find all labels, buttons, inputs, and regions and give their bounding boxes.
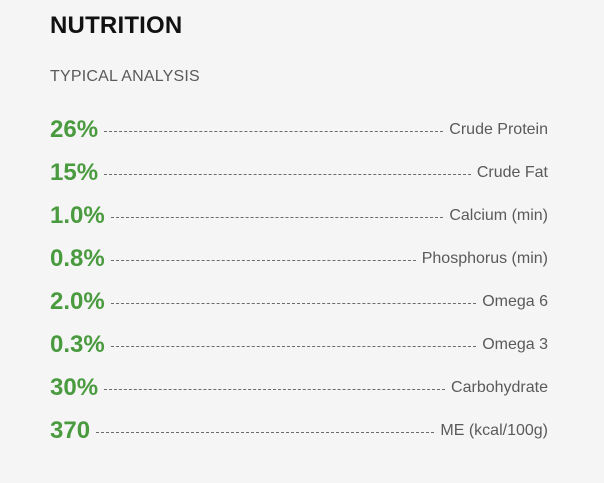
nutrient-value: 0.3%	[50, 330, 105, 358]
nutrition-row-omega-6: 2.0% Omega 6	[50, 280, 548, 323]
nutrient-value: 1.0%	[50, 201, 105, 229]
nutrition-row-crude-protein: 26% Crude Protein	[50, 108, 548, 151]
nutrient-label: Omega 3	[482, 335, 548, 353]
nutrient-label: Calcium (min)	[449, 206, 548, 224]
nutrition-row-calcium: 1.0% Calcium (min)	[50, 194, 548, 237]
nutrient-value: 15%	[50, 158, 99, 186]
nutrient-value: 30%	[50, 373, 99, 401]
nutrient-label: Crude Protein	[449, 120, 548, 138]
dotted-leader	[96, 432, 435, 433]
dotted-leader	[104, 131, 444, 132]
dotted-leader	[110, 260, 416, 261]
nutrition-row-phosphorus: 0.8% Phosphorus (min)	[50, 237, 548, 280]
nutrition-row-me: 370 ME (kcal/100g)	[50, 409, 548, 452]
dotted-leader	[110, 217, 444, 218]
nutrient-label: Carbohydrate	[451, 378, 548, 396]
nutrition-row-omega-3: 0.3% Omega 3	[50, 323, 548, 366]
nutrition-row-crude-fat: 15% Crude Fat	[50, 151, 548, 194]
nutrition-row-carbohydrate: 30% Carbohydrate	[50, 366, 548, 409]
nutrient-value: 2.0%	[50, 287, 105, 315]
section-subtitle: TYPICAL ANALYSIS	[50, 68, 200, 85]
nutrient-value: 370	[50, 416, 91, 444]
page-title: NUTRITION	[50, 12, 183, 39]
nutrient-label: Omega 6	[482, 292, 548, 310]
nutrient-label: Crude Fat	[476, 163, 548, 181]
nutrient-label: Phosphorus (min)	[421, 249, 548, 267]
nutrient-value: 0.8%	[50, 244, 105, 272]
nutrient-value: 26%	[50, 115, 99, 143]
dotted-leader	[104, 174, 471, 175]
dotted-leader	[104, 389, 446, 390]
nutrient-label: ME (kcal/100g)	[440, 421, 548, 439]
dotted-leader	[110, 346, 477, 347]
nutrition-list: 26% Crude Protein 15% Crude Fat 1.0% Cal…	[50, 108, 548, 452]
dotted-leader	[110, 303, 477, 304]
